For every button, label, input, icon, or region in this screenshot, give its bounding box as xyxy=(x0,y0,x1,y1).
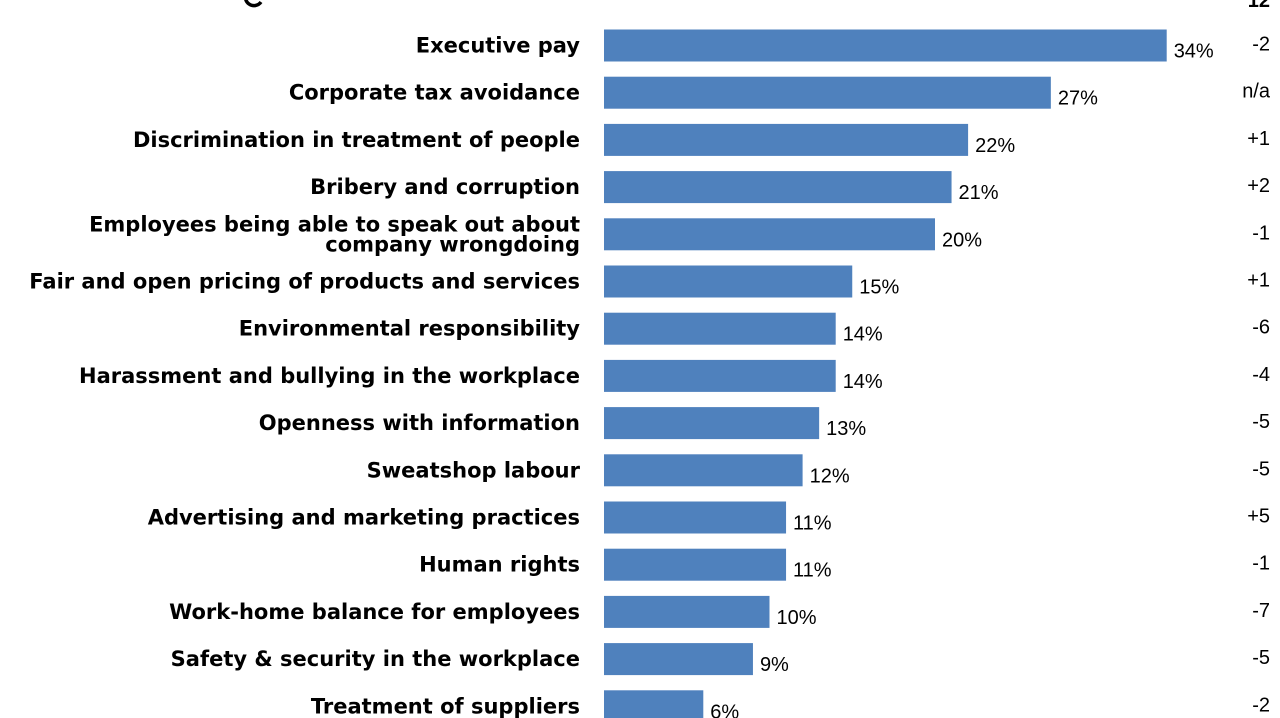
change-label: +2 xyxy=(1247,175,1270,197)
bar-row: Human rights 11% -1 xyxy=(419,548,1270,582)
category-label-line: Advertising and marketing practices xyxy=(148,506,580,530)
bar xyxy=(604,595,770,628)
bar-row: Sweatshop labour 12% -5 xyxy=(367,454,1270,487)
bar xyxy=(604,643,753,676)
value-label: 14% xyxy=(843,324,883,346)
value-label: 27% xyxy=(1058,88,1098,110)
value-label: 34% xyxy=(1174,41,1214,63)
bar xyxy=(604,407,820,440)
category-label-line: company wrongdoing xyxy=(325,232,580,256)
change-label: -5 xyxy=(1252,458,1270,480)
bar-row: Executive pay 34% -2 xyxy=(416,29,1270,63)
change-label: -6 xyxy=(1252,317,1270,339)
category-label: Corporate tax avoidance xyxy=(289,81,580,105)
category-label-line: Environmental responsibility xyxy=(239,317,581,341)
value-label: 22% xyxy=(975,135,1015,157)
bar xyxy=(604,218,935,251)
change-label: +1 xyxy=(1247,270,1270,292)
category-label-line: Openness with information xyxy=(259,411,580,435)
category-label-line: Corporate tax avoidance xyxy=(289,81,580,105)
value-label: 13% xyxy=(826,418,866,440)
value-label: 11% xyxy=(793,513,832,535)
category-label: Harassment and bullying in the workplace xyxy=(79,364,580,388)
bar xyxy=(604,454,803,487)
value-label: 10% xyxy=(777,607,817,629)
category-label: Executive pay xyxy=(416,34,581,58)
value-label: 6% xyxy=(710,701,739,718)
value-label: 9% xyxy=(760,654,789,676)
category-label: Employees being able to speak out about c… xyxy=(89,212,580,256)
value-label: 14% xyxy=(843,371,883,393)
category-label: Human rights xyxy=(419,553,580,577)
bar-row: Openness with information 13% -5 xyxy=(259,407,1270,440)
category-label-line: Human rights xyxy=(419,553,580,577)
bar xyxy=(604,76,1051,109)
cropped-title-fragment xyxy=(244,0,263,8)
bar-row: Employees being able to speak out about c… xyxy=(89,212,1270,256)
bar-row: Treatment of suppliers 6% -2 xyxy=(311,690,1270,718)
category-label: Discrimination in treatment of people xyxy=(133,128,580,152)
change-label: +1 xyxy=(1247,128,1270,150)
bar-row: Fair and open pricing of products and se… xyxy=(29,265,1270,299)
bar-row: Safety & security in the workplace 9% -5 xyxy=(171,643,1270,676)
bar xyxy=(604,29,1167,62)
bar-row: Work-home balance for employees 10% -7 xyxy=(169,595,1270,629)
change-label: n/a xyxy=(1242,81,1271,103)
bar-row: Discrimination in treatment of people 22%… xyxy=(133,123,1270,157)
bars-layer: Executive pay 34% -2 Corporate tax avoidanc… xyxy=(29,29,1271,718)
bar xyxy=(604,548,787,581)
category-label: Bribery and corruption xyxy=(310,175,580,199)
category-label-line: Harassment and bullying in the workplace xyxy=(79,364,580,388)
category-label: Openness with information xyxy=(259,411,580,435)
category-label-line: Safety & security in the workplace xyxy=(171,647,580,671)
cropped-change-label: 12 xyxy=(1248,0,1270,12)
category-label: Sweatshop labour xyxy=(367,458,581,482)
category-label-line: Fair and open pricing of products and se… xyxy=(29,270,580,294)
bar-row: Advertising and marketing practices 11% +5 xyxy=(148,501,1270,535)
value-label: 11% xyxy=(793,560,832,582)
change-label: -2 xyxy=(1252,694,1270,716)
value-label: 21% xyxy=(959,182,999,204)
bar xyxy=(604,123,969,156)
bar-row: Corporate tax avoidance 27% n/a xyxy=(289,76,1271,110)
bar xyxy=(604,171,952,204)
category-label-line: Bribery and corruption xyxy=(310,175,580,199)
category-label-line: Treatment of suppliers xyxy=(311,694,580,718)
category-label: Environmental responsibility xyxy=(239,317,581,341)
change-label: -5 xyxy=(1252,647,1270,669)
change-label: -1 xyxy=(1252,222,1270,244)
value-label: 20% xyxy=(942,229,982,251)
bar xyxy=(604,501,787,534)
category-label-line: Discrimination in treatment of people xyxy=(133,128,580,152)
change-label: -1 xyxy=(1252,553,1270,575)
category-label: Treatment of suppliers xyxy=(311,694,580,718)
bar xyxy=(604,690,704,718)
bar-row: Bribery and corruption 21% +2 xyxy=(310,171,1270,204)
category-label-line: Employees being able to speak out about xyxy=(89,212,580,236)
bar xyxy=(604,265,853,298)
change-label: -5 xyxy=(1252,411,1270,433)
bar-row: Harassment and bullying in the workplace… xyxy=(79,359,1270,393)
bar xyxy=(604,312,836,345)
change-label: -4 xyxy=(1252,364,1270,386)
category-label: Work-home balance for employees xyxy=(169,600,580,624)
category-label-line: Sweatshop labour xyxy=(367,458,581,482)
bar xyxy=(604,359,836,392)
change-label: -7 xyxy=(1252,600,1270,622)
category-label-line: Executive pay xyxy=(416,34,581,58)
change-label: +5 xyxy=(1247,506,1270,528)
category-label: Advertising and marketing practices xyxy=(148,506,580,530)
value-label: 12% xyxy=(810,465,850,487)
header-layer: 12 xyxy=(244,0,1270,12)
value-label: 15% xyxy=(859,277,899,299)
category-label: Fair and open pricing of products and se… xyxy=(29,270,580,294)
category-label: Safety & security in the workplace xyxy=(171,647,580,671)
category-label-line: Work-home balance for employees xyxy=(169,600,580,624)
bar-row: Environmental responsibility 14% -6 xyxy=(239,312,1270,346)
change-label: -2 xyxy=(1252,34,1270,56)
